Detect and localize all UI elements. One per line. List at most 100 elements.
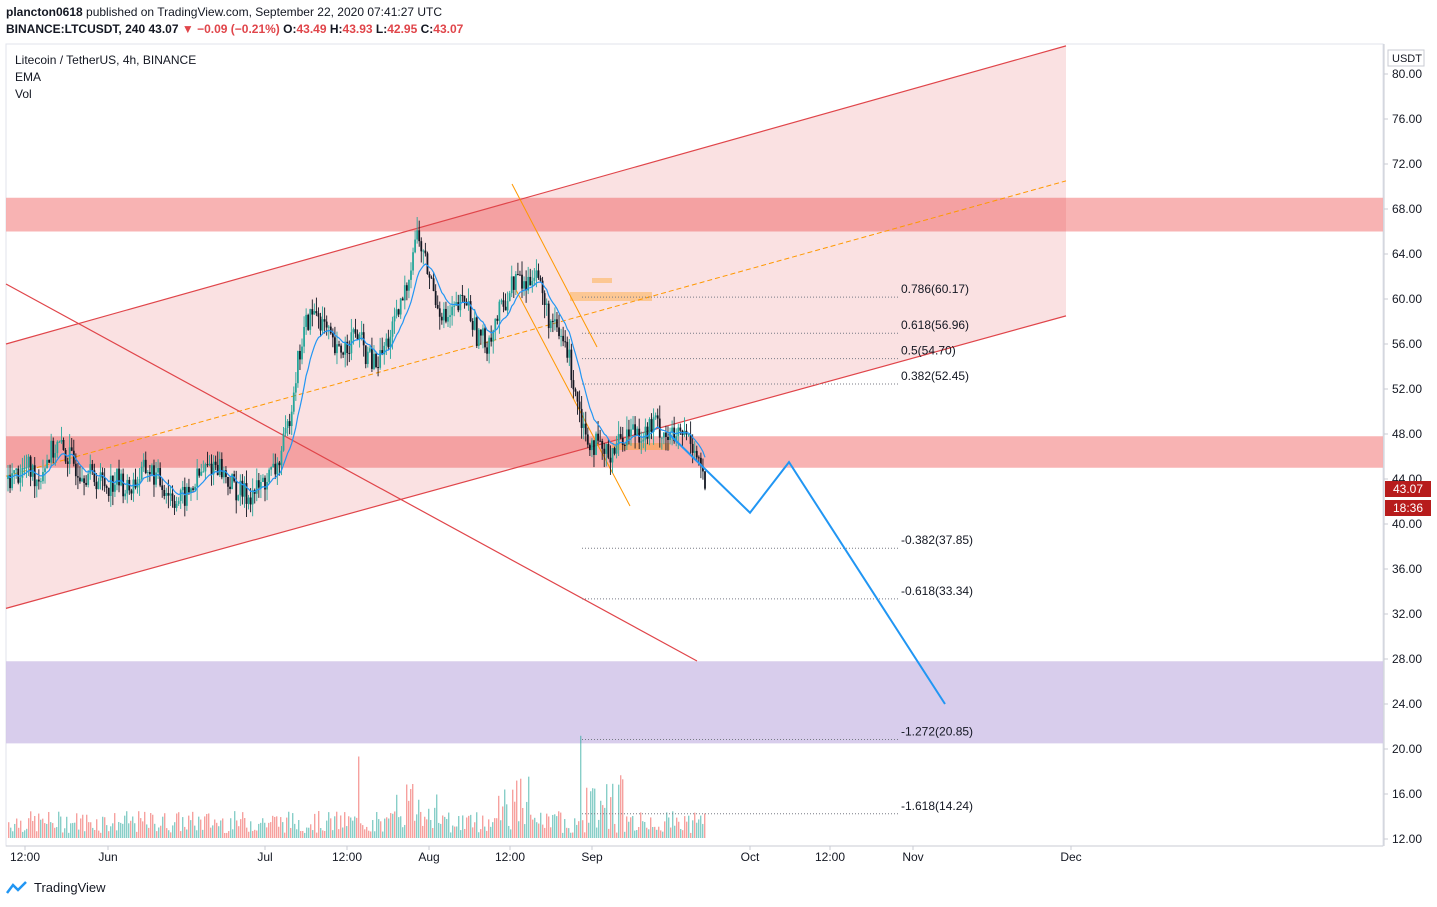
candle-body xyxy=(366,351,369,365)
candle-body xyxy=(356,333,359,340)
candle-body xyxy=(23,467,26,469)
candle-body xyxy=(196,468,199,487)
candle-body xyxy=(634,424,636,436)
volume-bar xyxy=(382,831,384,838)
candle-body xyxy=(436,305,439,309)
author-name[interactable]: plancton0618 xyxy=(6,5,83,19)
candle-body xyxy=(288,421,291,427)
volume-bar xyxy=(424,816,426,838)
volume-bar xyxy=(428,808,430,838)
currency-badge[interactable] xyxy=(1387,49,1425,67)
channel-lower-line[interactable] xyxy=(5,315,1067,609)
volume-bar xyxy=(402,827,404,838)
volume-bar xyxy=(120,822,122,838)
candle-body xyxy=(673,427,676,442)
volume-bar xyxy=(476,812,478,838)
candle-body xyxy=(68,447,71,465)
volume-bar xyxy=(292,813,294,838)
legend-vol[interactable]: Vol xyxy=(15,87,32,101)
volume-bar xyxy=(580,735,582,838)
volume-bar xyxy=(48,811,50,838)
candle-body xyxy=(251,490,254,505)
volume-bar xyxy=(648,829,650,838)
channel-midline[interactable] xyxy=(5,180,1067,477)
ema-line[interactable] xyxy=(7,263,706,496)
volume-bar xyxy=(386,817,388,838)
volume-bar xyxy=(268,822,270,838)
volume-bar xyxy=(12,831,14,838)
candle-body xyxy=(111,475,114,492)
candle-body xyxy=(541,280,544,294)
volume-bar xyxy=(332,830,334,838)
candle-body xyxy=(547,303,550,329)
volume-bar xyxy=(532,819,534,838)
candle-body xyxy=(391,321,394,337)
volume-bar xyxy=(542,824,544,838)
candle-body xyxy=(465,301,468,306)
volume-bar xyxy=(520,778,522,838)
candle-body xyxy=(408,279,410,291)
volume-bar xyxy=(620,775,622,838)
candle-body xyxy=(274,463,277,475)
legend-title[interactable]: Litecoin / TetherUS, 4h, BINANCE xyxy=(15,53,197,67)
downtrend-line[interactable] xyxy=(5,283,698,662)
candle-body xyxy=(679,427,682,431)
channel-upper-line[interactable] xyxy=(5,45,1067,345)
candle-body xyxy=(157,467,159,473)
candle-body xyxy=(506,301,509,311)
price-tick-label: 52.00 xyxy=(1392,382,1422,396)
volume-bar xyxy=(460,830,462,838)
low-label: L: xyxy=(375,22,388,36)
candle-body xyxy=(494,318,497,331)
volume-bar xyxy=(202,829,204,838)
volume-bar xyxy=(614,823,616,838)
volume-bar xyxy=(526,801,528,838)
volume-bar xyxy=(178,812,180,838)
time-tick-label: Oct xyxy=(741,850,760,864)
volume-bar xyxy=(578,821,580,838)
volume-bar xyxy=(342,827,344,838)
candle-body xyxy=(37,479,40,482)
volume-bar xyxy=(156,831,158,838)
candle-body xyxy=(660,437,663,439)
candle-body xyxy=(387,338,390,348)
candle-body xyxy=(255,480,258,494)
projection-path[interactable] xyxy=(668,433,946,705)
wedge-upper-line[interactable] xyxy=(511,183,598,348)
volume-bar xyxy=(612,783,614,838)
volume-bar xyxy=(486,830,488,838)
volume-bar xyxy=(166,828,168,838)
legend-ema[interactable]: EMA xyxy=(15,70,42,84)
fib-label: -1.618(14.24) xyxy=(901,799,973,813)
volume-bar xyxy=(346,826,348,838)
candle-body xyxy=(262,477,264,483)
volume-bar xyxy=(86,814,88,838)
volume-bar xyxy=(598,819,600,838)
volume-bar xyxy=(136,831,138,838)
volume-bar xyxy=(336,811,338,838)
volume-bar xyxy=(80,818,82,838)
volume-bar xyxy=(670,827,672,838)
volume-bar xyxy=(184,826,186,838)
volume-bar xyxy=(632,815,634,838)
volume-bar xyxy=(584,832,586,838)
candle-body xyxy=(198,468,201,476)
candle-body xyxy=(286,421,289,428)
candle-body xyxy=(259,482,262,488)
footer-brand[interactable]: TradingView xyxy=(6,880,106,895)
volume-bar xyxy=(38,813,40,838)
volume-bar xyxy=(316,832,318,838)
candle-body xyxy=(451,306,454,316)
volume-bar xyxy=(160,825,162,838)
volume-bar xyxy=(72,822,74,838)
candle-body xyxy=(338,344,340,346)
volume-bar xyxy=(622,779,624,838)
candle-body xyxy=(72,450,75,464)
candle-body xyxy=(35,479,38,487)
volume-bar xyxy=(34,815,36,838)
candle-body xyxy=(529,276,532,286)
volume-bar xyxy=(142,821,144,838)
candle-body xyxy=(560,335,562,337)
candle-body xyxy=(562,335,565,342)
